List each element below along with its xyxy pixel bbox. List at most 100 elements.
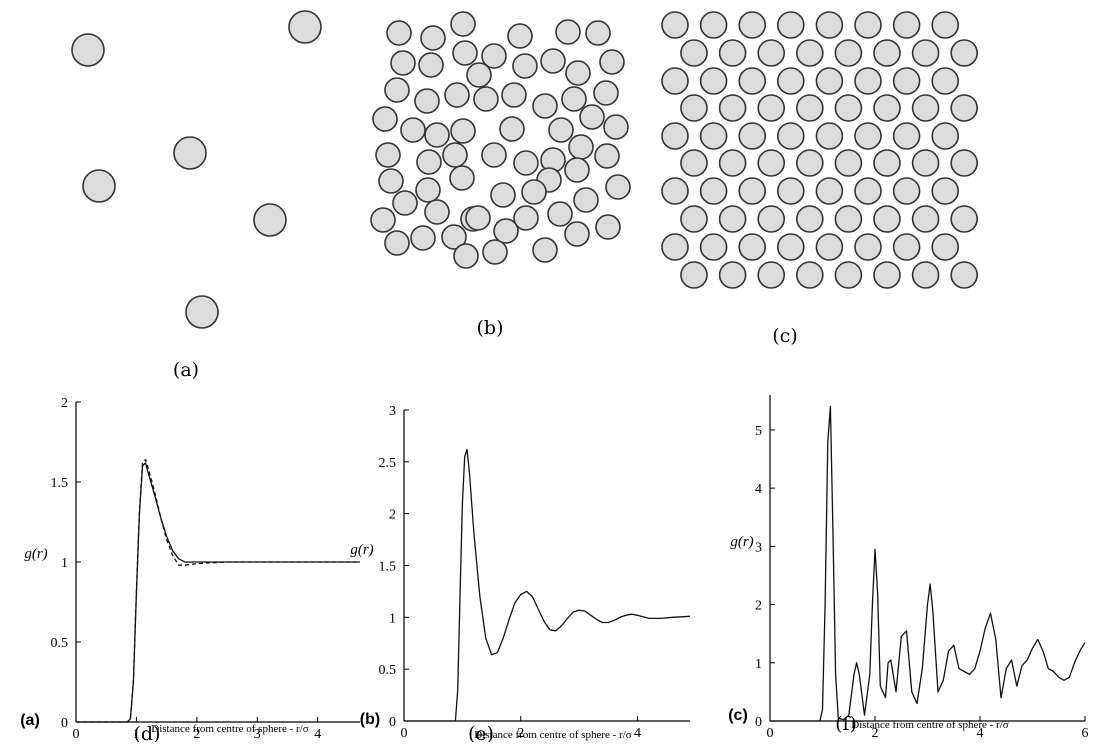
particle <box>185 295 219 329</box>
particle <box>738 177 767 205</box>
x-tick-label: 4 <box>314 727 321 742</box>
particle <box>892 122 921 150</box>
particle <box>892 233 921 261</box>
particle <box>757 94 786 122</box>
particle <box>892 177 921 205</box>
x-tick-label: 0 <box>767 726 774 741</box>
particle <box>375 142 401 168</box>
particle <box>603 114 629 140</box>
particle <box>699 122 728 150</box>
particle <box>699 67 728 95</box>
particle <box>699 233 728 261</box>
particle <box>390 50 416 76</box>
particle <box>931 11 960 39</box>
particle <box>481 43 507 69</box>
particle <box>950 149 979 177</box>
particle <box>873 149 901 177</box>
particle <box>599 49 625 75</box>
y-tick-label: 0.5 <box>379 663 397 678</box>
particle <box>594 143 620 169</box>
particle <box>473 86 499 112</box>
particle <box>795 149 824 177</box>
particle <box>680 205 708 233</box>
particle <box>548 117 574 143</box>
particle <box>911 39 940 67</box>
particle <box>950 39 979 67</box>
particle <box>370 207 396 233</box>
particle <box>82 169 116 203</box>
particle <box>173 136 207 170</box>
particle <box>873 205 901 233</box>
y-tick-label: 4 <box>755 482 762 497</box>
particle <box>555 19 581 45</box>
y-tick-label: 2 <box>755 599 762 614</box>
particle <box>482 239 508 265</box>
particle <box>680 94 708 122</box>
particle <box>71 33 105 67</box>
particle <box>757 39 786 67</box>
particle <box>513 150 539 176</box>
particle <box>424 122 450 148</box>
particle <box>661 122 689 150</box>
y-tick-label: 2 <box>61 396 68 411</box>
particle <box>815 233 844 261</box>
particle <box>400 117 426 143</box>
particle <box>499 116 525 142</box>
particle <box>579 104 605 130</box>
particle <box>718 261 747 289</box>
particle <box>450 118 476 144</box>
particle <box>547 201 573 227</box>
y-tick-label: 3 <box>389 404 396 419</box>
particle <box>384 230 410 256</box>
particle <box>776 122 805 150</box>
particle <box>854 233 882 261</box>
x-tick-label: 0 <box>73 727 80 742</box>
particle <box>931 67 960 95</box>
particle <box>416 149 442 175</box>
particle <box>911 205 940 233</box>
particle <box>661 177 689 205</box>
particle <box>815 122 844 150</box>
particle <box>410 225 436 251</box>
particle <box>738 11 767 39</box>
y-tick-label: 1.5 <box>379 560 397 575</box>
series-line <box>770 405 1086 722</box>
particle <box>593 80 619 106</box>
caption-a: (a) <box>173 359 199 381</box>
particle <box>507 23 533 49</box>
x-tick-label: 2 <box>517 726 524 741</box>
particle <box>564 221 590 247</box>
particle <box>680 39 708 67</box>
particle <box>950 205 979 233</box>
particle <box>795 205 824 233</box>
particle <box>815 67 844 95</box>
chart-d: 0 0.5 1 1.5 2 0 1 2 3 4 Distance from centre of sp… <box>20 396 360 745</box>
particle <box>834 39 863 67</box>
particle <box>757 205 786 233</box>
particle <box>452 40 478 66</box>
particle <box>776 177 805 205</box>
x-tick-label: 2 <box>193 727 200 742</box>
y-tick-label: 5 <box>755 424 762 439</box>
particle <box>415 177 441 203</box>
series-line <box>404 448 691 722</box>
particle <box>795 94 824 122</box>
y-tick-label: 3 <box>755 540 762 555</box>
x-axis-label: Distance from centre of sphere - r/σ <box>851 719 1008 731</box>
panel-tag: (a) <box>20 712 40 729</box>
caption-b: (b) <box>477 317 504 339</box>
particle <box>834 149 863 177</box>
particle <box>795 261 824 289</box>
diagram-crystal <box>661 11 979 289</box>
particle <box>418 52 444 78</box>
x-tick-label: 1 <box>133 727 140 742</box>
particle <box>873 39 901 67</box>
particle <box>757 261 786 289</box>
particle <box>465 205 491 231</box>
particle <box>892 67 921 95</box>
particle <box>854 177 882 205</box>
particle <box>854 11 882 39</box>
particle <box>776 233 805 261</box>
particle <box>372 106 398 132</box>
